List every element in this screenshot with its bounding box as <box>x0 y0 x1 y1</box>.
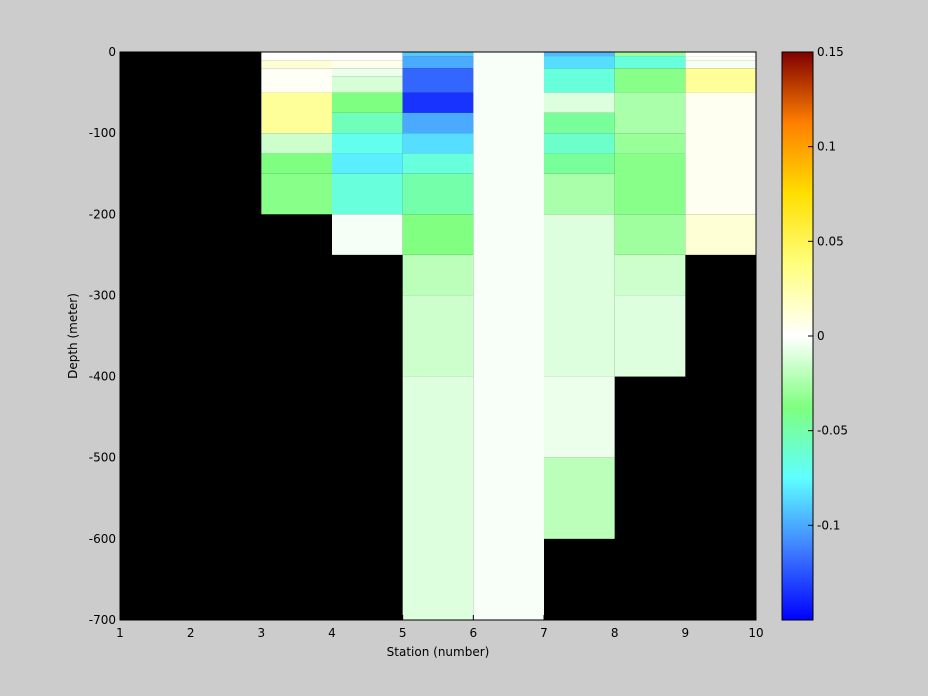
heatmap-cell <box>261 173 332 215</box>
heatmap-cell <box>332 173 403 215</box>
colorbar-tick-label: -0.05 <box>817 424 848 438</box>
x-tick-label: 10 <box>748 626 763 640</box>
y-tick-label: -400 <box>89 370 116 384</box>
heatmap-cell <box>544 112 615 134</box>
heatmap-cell <box>332 153 403 174</box>
heatmap-cell <box>261 68 332 93</box>
heatmap-cell <box>402 52 474 57</box>
x-tick-label: 4 <box>328 626 336 640</box>
colorbar-tick-label: 0 <box>817 329 825 343</box>
x-tick-label: 8 <box>611 626 619 640</box>
heatmap-cell <box>332 92 403 113</box>
heatmap-cell <box>332 76 403 93</box>
heatmap-cell <box>685 60 756 69</box>
heatmap-cell <box>544 457 615 539</box>
heatmap-cell <box>544 133 615 154</box>
heatmap-cell <box>261 153 332 174</box>
plot-area <box>119 51 757 621</box>
heatmap-cells <box>261 52 756 620</box>
heatmap-cell <box>402 153 474 174</box>
heatmap-cell <box>685 56 756 61</box>
colorbar-tick-label: 0.05 <box>817 234 844 248</box>
colorbar-ticks: 0.15 0.1 0.05 0 -0.05 -0.1 <box>808 45 848 532</box>
y-tick-label: -600 <box>89 532 116 546</box>
colorbar-gradient <box>781 51 814 621</box>
heatmap-cell <box>402 56 474 69</box>
x-tick-label: 1 <box>116 626 124 640</box>
x-tick-label: 7 <box>540 626 548 640</box>
y-tick-label: -200 <box>89 207 116 221</box>
heatmap-cell <box>614 254 686 296</box>
heatmap-cell <box>402 68 474 93</box>
heatmap-cell <box>614 133 686 154</box>
heatmap-cell <box>544 153 615 174</box>
colorbar-tick-label: -0.1 <box>817 518 840 532</box>
x-tick-label: 2 <box>187 626 195 640</box>
x-axis-label: Station (number) <box>387 645 490 659</box>
heatmap-cell <box>261 60 332 69</box>
heatmap-cell <box>544 56 615 69</box>
heatmap-cell <box>332 133 403 154</box>
heatmap-cell <box>261 52 332 61</box>
heatmap-cell <box>473 52 544 620</box>
heatmap-cell <box>402 92 474 113</box>
heatmap-cell <box>402 295 474 377</box>
heatmap-cell <box>332 60 403 69</box>
heatmap-cell <box>614 153 686 215</box>
colorbar-tick-label: 0.15 <box>817 45 844 59</box>
y-tick-label: -100 <box>89 126 116 140</box>
heatmap-cell <box>332 112 403 134</box>
heatmap-cell <box>402 133 474 154</box>
heatmap-cell <box>544 92 615 113</box>
heatmap-cell <box>544 68 615 93</box>
heatmap-cell <box>614 92 686 134</box>
heatmap-cell <box>332 52 403 61</box>
y-axis-label: Depth (meter) <box>66 293 80 379</box>
heatmap-cell <box>332 68 403 77</box>
heatmap-cell <box>685 92 756 215</box>
colorbar: 0.15 0.1 0.05 0 -0.05 -0.1 <box>781 45 848 621</box>
heatmap-cell <box>614 214 686 255</box>
heatmap-cell <box>685 214 756 255</box>
heatmap-cell <box>402 376 474 620</box>
y-tick-label: -700 <box>89 613 116 627</box>
plot-frame <box>119 51 757 621</box>
x-tick-label: 9 <box>682 626 690 640</box>
heatmap-cell <box>402 214 474 255</box>
heatmap-cell <box>614 295 686 377</box>
x-tick-label: 5 <box>399 626 407 640</box>
heatmap-cell <box>685 52 756 57</box>
heatmap-cell <box>614 68 686 93</box>
x-axis: 1 2 3 4 5 6 7 8 9 10 <box>116 615 764 640</box>
heatmap-cell <box>685 68 756 93</box>
heatmap-cell <box>614 56 686 69</box>
colorbar-tick-label: 0.1 <box>817 140 836 154</box>
heatmap-cell <box>544 376 615 458</box>
heatmap-cell <box>332 214 403 255</box>
heatmap-cell <box>544 173 615 215</box>
y-tick-label: 0 <box>108 45 116 59</box>
y-axis: 0 -100 -200 -300 -400 -500 -600 -700 <box>89 45 125 627</box>
heatmap-cell <box>544 214 615 377</box>
heatmap-cell <box>402 254 474 296</box>
heatmap-cell <box>402 112 474 134</box>
heatmap-cell <box>261 133 332 154</box>
y-tick-label: -300 <box>89 288 116 302</box>
x-tick-label: 6 <box>470 626 478 640</box>
x-tick-label: 3 <box>258 626 266 640</box>
y-tick-label: -500 <box>89 451 116 465</box>
heatmap-cell <box>402 173 474 215</box>
heatmap-cell <box>544 52 615 57</box>
heatmap-cell <box>614 52 686 57</box>
heatmap-cell <box>261 92 332 134</box>
